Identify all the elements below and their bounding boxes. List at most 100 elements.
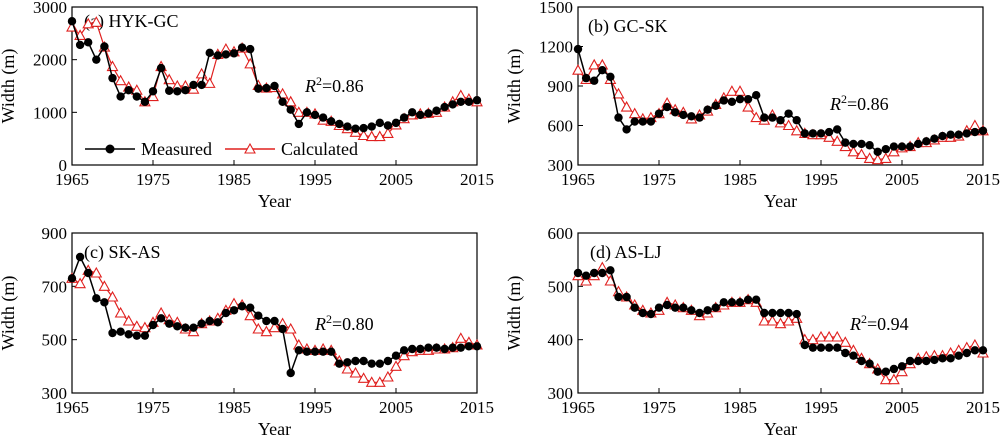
panel-b-measured-point bbox=[646, 117, 656, 126]
panel-b-measured-point bbox=[784, 109, 793, 118]
panel-b-measured-point bbox=[849, 139, 858, 149]
panel-c-x-tick-label: 1995 bbox=[298, 398, 332, 417]
panel-c-x-tick-label: 1965 bbox=[55, 398, 89, 417]
panel-a-calculated-point bbox=[381, 127, 394, 138]
panel-d-measured-point bbox=[849, 351, 858, 360]
panel-b-measured-point bbox=[768, 113, 777, 122]
panel-b-measured-point bbox=[833, 125, 842, 134]
panel-c-r2-value: =0.80 bbox=[332, 314, 374, 334]
panel-c-x-tick-label: 2015 bbox=[460, 398, 494, 417]
panel-d-measured-point bbox=[808, 343, 818, 352]
panel-b-calculated-point bbox=[620, 100, 633, 112]
panel-c-calculated-point bbox=[284, 322, 297, 334]
panel-c-measured-point bbox=[262, 316, 271, 326]
panel-b-calculated-point bbox=[879, 152, 892, 163]
panel-d-measured-point bbox=[735, 298, 745, 307]
panel-a-measured-point bbox=[294, 119, 303, 129]
panel-a-measured-point bbox=[254, 84, 263, 93]
panel-b-measured-point bbox=[654, 109, 664, 118]
panel-a-measured-point bbox=[440, 102, 449, 112]
panel-a-measured-point bbox=[367, 122, 376, 131]
panel-b-measured-point bbox=[970, 127, 980, 137]
panel-a-measured-point bbox=[116, 92, 125, 101]
panel-b-r2-value: =0.86 bbox=[847, 94, 889, 114]
panel-d-measured-point bbox=[897, 362, 907, 371]
panel-b-measured-point bbox=[703, 105, 712, 114]
panel-a-measured-point bbox=[448, 100, 457, 109]
panel-d-x-tick-label: 1965 bbox=[561, 398, 595, 417]
panel-c-y-tick-label: 700 bbox=[42, 277, 68, 296]
panel-d-r2: R2=0.94 bbox=[849, 312, 909, 334]
panel-d-measured-point bbox=[962, 348, 971, 358]
panel-b-measured-point bbox=[800, 129, 809, 138]
panel-a-y-tick-label: 0 bbox=[59, 156, 68, 175]
panel-a-measured-point bbox=[181, 86, 190, 95]
panel-b-y-axis-title: Width (m) bbox=[504, 49, 525, 124]
panel-a-measured-point bbox=[343, 122, 352, 131]
svg-text:R2=0.94: R2=0.94 bbox=[849, 312, 909, 334]
panel-c-measured-point bbox=[116, 327, 125, 336]
panel-d-calculated-point bbox=[839, 336, 852, 347]
panel-b-measured-point bbox=[978, 126, 988, 135]
panel-d-measured-point bbox=[946, 354, 955, 363]
panel-d-measured-point bbox=[573, 268, 583, 278]
panel-c-calculated-point bbox=[106, 290, 119, 302]
panel-c-calculated-point bbox=[357, 372, 370, 383]
panel-b-measured-point bbox=[662, 102, 672, 112]
panel-d-measured-point bbox=[654, 303, 664, 312]
panel-c-measured-point bbox=[100, 298, 109, 307]
panel-c-y-tick-label: 500 bbox=[42, 331, 68, 350]
panel-a-measured-point bbox=[424, 109, 433, 118]
panel-a-y-tick-label: 3000 bbox=[33, 0, 67, 17]
panel-d-x-axis-title: Year bbox=[764, 419, 797, 439]
panel-c-calculated-point bbox=[244, 309, 257, 321]
panel-d-measured-point bbox=[978, 346, 988, 355]
panel-b-calculated-point bbox=[612, 87, 625, 99]
panel-c-measured-point bbox=[448, 343, 457, 352]
panel-b-calculated-point bbox=[750, 111, 763, 123]
panel-b-calculated-point bbox=[847, 145, 860, 157]
panel-c-measured-point bbox=[229, 306, 239, 315]
panel-c: (c) SK-AS R2=0.80 bbox=[84, 242, 374, 334]
panel-a-calculated-point bbox=[357, 129, 370, 141]
panel-a: (a) HYK-GC R2=0.86 1965 1975 1985 1995 2005 2… bbox=[0, 0, 1000, 211]
panel-b-measured-point bbox=[719, 96, 728, 105]
panel-b-measured-point bbox=[752, 91, 761, 100]
panel-c-calculated-point bbox=[373, 376, 386, 387]
panel-d-x-tick-label: 2015 bbox=[966, 398, 1000, 417]
panel-a-measured-point bbox=[124, 86, 133, 95]
panel-b-measured-point bbox=[914, 139, 923, 149]
panel-d-calculated-point bbox=[580, 274, 593, 286]
panel-b-measured-point bbox=[954, 130, 963, 139]
panel-a-y-tick-label: 1000 bbox=[33, 103, 67, 122]
panel-b-measured-point bbox=[792, 116, 801, 125]
panel-d-measured-point bbox=[881, 367, 890, 376]
panel-c-measured-point bbox=[75, 252, 85, 262]
panel-c-calculated-point bbox=[268, 321, 281, 333]
panel-c-x-tick-label: 1985 bbox=[217, 398, 251, 417]
panel-c-calculated-point bbox=[381, 370, 394, 382]
panel-c-calculated-point bbox=[349, 366, 362, 378]
panel-d-measured-point bbox=[598, 268, 607, 278]
panel-d-measured-point bbox=[614, 292, 623, 302]
panel-b-calculated-point bbox=[782, 119, 795, 131]
panel-b-title: (b) GC-SK bbox=[588, 16, 668, 37]
panel-c-calculated-point bbox=[398, 349, 411, 361]
panel-c-measured-point bbox=[237, 302, 247, 311]
panel-c-measured-point bbox=[335, 359, 344, 368]
panel-c-measured-point bbox=[221, 308, 231, 318]
legend-calculated-label: Calculated bbox=[281, 139, 358, 159]
panel-a-r2-symbol: R bbox=[304, 76, 316, 96]
panel-d-measured-point bbox=[662, 300, 672, 310]
panel-d-measured-point bbox=[695, 308, 704, 318]
panel-c-measured-point bbox=[278, 324, 287, 334]
panel-a-calculated-point bbox=[82, 17, 95, 29]
panel-b-calculated-point bbox=[855, 148, 868, 160]
panel-a-measured-point bbox=[246, 44, 255, 54]
panel-b-measured-point bbox=[743, 94, 753, 104]
panel-d-measured-point bbox=[857, 356, 866, 366]
panel-a-y-axis-title: Width (m) bbox=[0, 49, 19, 124]
panel-a-y-tick-label: 2000 bbox=[33, 51, 67, 70]
panel-c-measured-point bbox=[246, 303, 255, 312]
panel-b-calculated-point bbox=[725, 85, 738, 96]
